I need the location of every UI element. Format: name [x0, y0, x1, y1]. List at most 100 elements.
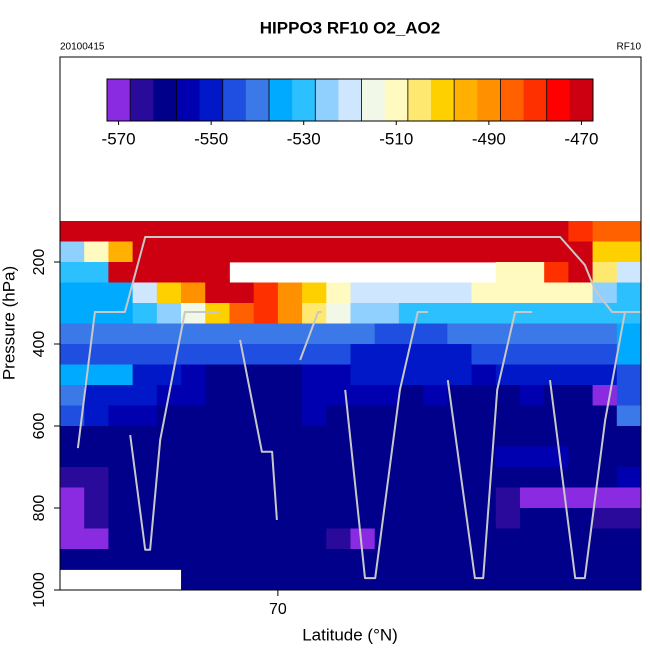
heatmap-cell — [229, 303, 255, 324]
heatmap-cell — [60, 323, 85, 345]
colorbar-swatch — [153, 79, 177, 121]
heatmap-cell — [60, 467, 85, 488]
heatmap-cell — [84, 405, 109, 427]
heatmap-cell — [350, 528, 376, 550]
heatmap-cell — [495, 528, 521, 550]
heatmap-cell — [374, 323, 400, 345]
heatmap-cell — [592, 241, 618, 263]
colorbar-tick-label: -550 — [194, 129, 228, 148]
heatmap-cell — [544, 508, 569, 529]
heatmap-cell — [156, 467, 182, 488]
heatmap-cell — [156, 241, 182, 263]
heatmap-cell — [544, 385, 569, 406]
y-axis-label: Pressure (hPa) — [0, 266, 18, 380]
heatmap-cell — [277, 385, 303, 406]
colorbar-swatch — [107, 79, 131, 121]
heatmap-cell — [519, 569, 545, 591]
heatmap-cell — [253, 569, 279, 591]
heatmap-cell — [616, 221, 642, 242]
heatmap-cell — [568, 508, 593, 529]
heatmap-cell — [471, 221, 497, 242]
heatmap-cell — [495, 303, 521, 324]
heatmap-cell — [616, 549, 642, 570]
heatmap-cell — [205, 528, 230, 550]
heatmap-cell — [229, 221, 255, 242]
heatmap-cell — [447, 467, 472, 488]
heatmap-cell — [326, 446, 351, 468]
y-tick-label: 800 — [31, 495, 48, 522]
heatmap-cell — [544, 282, 569, 304]
heatmap-cell — [302, 528, 327, 550]
heatmap-cell — [253, 364, 279, 386]
heatmap-cell — [423, 221, 448, 242]
heatmap-cell — [592, 282, 618, 304]
heatmap-cell — [84, 508, 109, 529]
heatmap-cell — [253, 508, 279, 529]
heatmap-cell — [447, 282, 472, 304]
heatmap-cell — [60, 282, 85, 304]
heatmap-cell — [423, 487, 448, 509]
flight-label: RF10 — [617, 42, 642, 53]
heatmap-cell — [84, 385, 109, 406]
heatmap-cell — [568, 426, 593, 447]
heatmap-cell — [592, 446, 618, 468]
heatmap-cell — [350, 221, 376, 242]
heatmap-cell — [205, 446, 230, 468]
heatmap-cell — [544, 364, 569, 386]
heatmap-cell — [471, 446, 497, 468]
heatmap-cell — [326, 426, 351, 447]
heatmap-cell — [447, 446, 472, 468]
colorbar-swatch — [222, 79, 247, 121]
heatmap-cell — [60, 549, 85, 570]
heatmap-cell — [253, 241, 279, 263]
heatmap-cell — [398, 303, 424, 324]
heatmap-cell — [350, 364, 376, 386]
heatmap-cell — [544, 262, 569, 283]
colorbar-swatch — [361, 79, 386, 121]
heatmap-cell — [326, 221, 351, 242]
heatmap-cell — [423, 241, 448, 263]
heatmap-cell — [495, 487, 521, 509]
heatmap-cell — [181, 446, 206, 468]
heatmap-cell — [326, 364, 351, 386]
heatmap-cell — [108, 282, 134, 304]
heatmap-cell — [84, 323, 109, 345]
heatmap-cell — [519, 426, 545, 447]
heatmap-cell — [616, 426, 642, 447]
y-tick-label: 600 — [31, 413, 48, 440]
heatmap-cell — [229, 385, 255, 406]
heatmap-cell — [132, 364, 158, 386]
heatmap-cell — [60, 508, 85, 529]
heatmap-cell — [253, 446, 279, 468]
heatmap-cell — [471, 282, 497, 304]
heatmap-cell — [108, 405, 134, 427]
heatmap-cell — [423, 549, 448, 570]
colorbar-tick-label: -510 — [379, 129, 413, 148]
heatmap-cell — [277, 344, 303, 365]
heatmap-cell — [398, 528, 424, 550]
heatmap-cell — [181, 282, 206, 304]
heatmap-cell — [108, 467, 134, 488]
heatmap-cell — [156, 364, 182, 386]
heatmap-cell — [205, 241, 230, 263]
colorbar-swatch — [338, 79, 362, 121]
heatmap-cell — [326, 344, 351, 365]
heatmap-cell — [544, 549, 569, 570]
heatmap-cell — [592, 528, 618, 550]
heatmap-cell — [181, 569, 206, 591]
heatmap-cell — [544, 405, 569, 427]
heatmap-cell — [398, 446, 424, 468]
heatmap-cell — [592, 221, 618, 242]
heatmap-cell — [156, 303, 182, 324]
heatmap-cell — [447, 364, 472, 386]
heatmap-cell — [302, 221, 327, 242]
heatmap-cell — [592, 426, 618, 447]
heatmap-cell — [132, 282, 158, 304]
heatmap-cell — [616, 303, 642, 324]
heatmap-cell — [374, 569, 400, 591]
heatmap-cell — [544, 528, 569, 550]
heatmap-cell — [398, 426, 424, 447]
heatmap-cell — [350, 508, 376, 529]
heatmap-cell — [398, 487, 424, 509]
heatmap-cell — [592, 405, 618, 427]
